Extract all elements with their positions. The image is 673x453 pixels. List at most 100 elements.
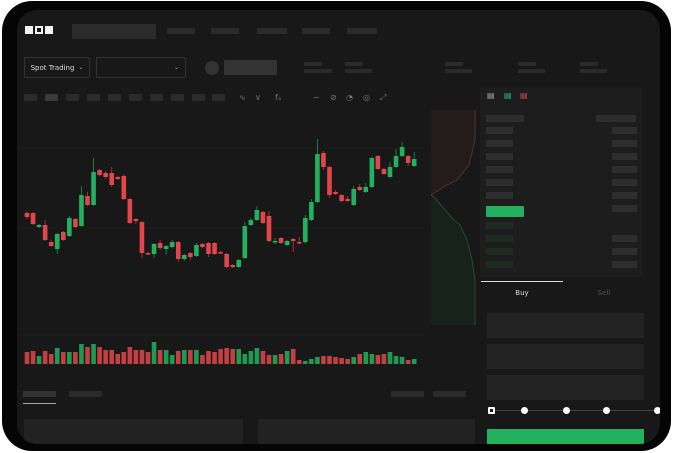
volume-bar (54, 348, 60, 364)
volume-bar (339, 358, 344, 364)
volume-bar (127, 347, 133, 364)
bid-depth-area (431, 195, 475, 325)
book-bids-icon[interactable]: ▤ (504, 91, 512, 100)
formula-icon[interactable]: fₐ (275, 93, 281, 102)
volume-bar (357, 354, 363, 364)
timeframe-button[interactable] (150, 94, 163, 101)
indicator-icon[interactable]: ∨ (255, 93, 261, 102)
trading-screen: Spot Trading ⌄ ⌄ ∿ ∨ fₐ ∼ ⊘ ◔ ◎ ⤢ ▤ ▤ ▤ … (17, 10, 660, 444)
candle-down (48, 242, 54, 246)
slider-step-4[interactable] (654, 407, 660, 414)
book-both-icon[interactable]: ▤ (487, 91, 495, 100)
volume-bar (24, 352, 30, 364)
candle-down (266, 216, 272, 241)
volume-bar (109, 350, 114, 364)
candle-up (393, 156, 399, 167)
volume-bar (97, 347, 102, 364)
chevron-down-icon: ⌄ (173, 64, 179, 71)
volume-bar (67, 352, 72, 364)
price-input[interactable] (487, 313, 644, 338)
tab-history[interactable] (69, 391, 102, 397)
timeframe-button[interactable] (108, 94, 121, 101)
indicator-icon[interactable]: ∿ (239, 93, 246, 102)
tab-open-orders[interactable] (23, 391, 56, 397)
candle-down (42, 225, 48, 240)
timeframe-button[interactable] (87, 94, 100, 101)
ask-amount (612, 179, 637, 186)
candle-up (303, 218, 308, 242)
volume-bar (206, 351, 211, 364)
tab-sell[interactable]: Sell (597, 289, 611, 297)
candle-up (309, 202, 314, 220)
candle-down (333, 192, 338, 194)
nav-item[interactable] (167, 28, 195, 34)
header-price (486, 115, 524, 122)
timer-icon[interactable]: ◔ (346, 93, 353, 102)
candle-down (109, 173, 114, 185)
candle-up (272, 241, 278, 243)
ask-price (486, 179, 513, 186)
candle-down (139, 222, 145, 253)
candle-down (157, 243, 163, 248)
filter-button[interactable] (433, 391, 466, 397)
timeframe-button[interactable] (66, 94, 79, 101)
stat-value (304, 69, 332, 73)
nav-item[interactable] (257, 28, 287, 34)
settings-icon[interactable]: ◎ (363, 93, 370, 102)
fullscreen-icon[interactable]: ⤢ (380, 93, 387, 102)
timeframe-button[interactable] (192, 94, 205, 101)
buy-button[interactable] (487, 429, 644, 444)
total-input[interactable] (487, 375, 644, 400)
timeframe-button[interactable] (24, 94, 37, 101)
volume-bar (236, 349, 242, 364)
depth-chart (430, 110, 477, 325)
candle-down (61, 232, 66, 240)
candle-down (327, 167, 332, 195)
filter-button[interactable] (391, 391, 424, 397)
nav-item[interactable] (347, 28, 377, 34)
slider-step-1[interactable] (521, 407, 528, 414)
timeframe-button[interactable] (129, 94, 142, 101)
nav-item[interactable] (211, 28, 239, 34)
slider-step-0[interactable] (488, 407, 495, 414)
candle-down (218, 252, 223, 254)
line-icon[interactable]: ∼ (313, 93, 320, 102)
candle-up (411, 159, 417, 166)
ask-amount (612, 192, 637, 199)
spot-trading-dropdown[interactable]: Spot Trading ⌄ (24, 57, 90, 78)
timeframe-button[interactable] (171, 94, 184, 101)
header-amount (596, 115, 636, 122)
bid-price (486, 222, 513, 229)
volume-bar (36, 356, 42, 364)
pair-dropdown[interactable]: ⌄ (96, 57, 186, 78)
slider-step-3[interactable] (603, 407, 610, 414)
candle-down (405, 156, 411, 163)
candle-up (151, 244, 157, 254)
candle-down (103, 173, 108, 177)
orders-card (24, 419, 243, 444)
last-price-badge (486, 206, 524, 217)
timeframe-button[interactable] (45, 94, 58, 101)
candle-down (97, 170, 102, 175)
volume-bar (42, 351, 48, 364)
book-asks-icon[interactable]: ▤ (520, 91, 528, 100)
timeframe-button[interactable] (212, 94, 225, 101)
volume-bar (411, 359, 417, 364)
stat-label (518, 62, 536, 66)
volume-bar (381, 354, 387, 364)
volume-bar (73, 352, 78, 364)
candle-down (127, 199, 133, 223)
volume-bar (163, 350, 169, 364)
search-bar[interactable] (72, 24, 156, 39)
draw-icon[interactable]: ⊘ (330, 93, 337, 102)
slider-step-2[interactable] (563, 407, 570, 414)
tab-buy[interactable]: Buy (515, 289, 529, 297)
amount-input[interactable] (487, 344, 644, 369)
ask-depth-area (431, 110, 477, 195)
candle-up (79, 195, 84, 226)
candlestick-chart[interactable] (17, 110, 427, 370)
nav-item[interactable] (302, 28, 330, 34)
okx-logo[interactable] (25, 26, 53, 34)
leverage-slider[interactable] (488, 407, 660, 414)
stat-label (345, 62, 363, 66)
